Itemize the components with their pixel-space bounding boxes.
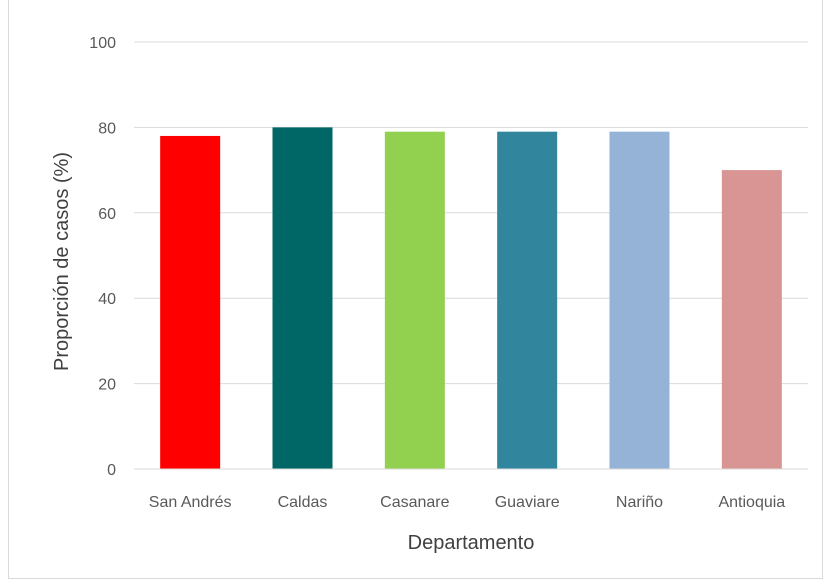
bar xyxy=(721,170,782,469)
bar xyxy=(272,127,333,470)
y-tick-label: 100 xyxy=(89,35,116,52)
x-axis-title: Departamento xyxy=(408,532,535,554)
y-axis-ticks: 0 20 40 60 80 100 xyxy=(89,35,116,479)
bars xyxy=(160,127,782,470)
x-tick-label: Guaviare xyxy=(495,494,560,511)
y-tick-label: 40 xyxy=(98,291,116,308)
gridlines xyxy=(134,41,808,385)
y-axis-title: Proporción de casos (%) xyxy=(51,152,73,371)
y-tick-label: 0 xyxy=(107,462,116,479)
y-tick-label: 60 xyxy=(98,206,116,223)
y-tick-label: 80 xyxy=(98,120,116,137)
bar xyxy=(609,131,670,470)
bar xyxy=(384,131,445,470)
x-tick-label: San Andrés xyxy=(149,494,232,511)
x-tick-label: Nariño xyxy=(616,494,663,511)
x-tick-label: Antioquia xyxy=(718,494,785,511)
bar xyxy=(160,135,221,469)
x-tick-label: Caldas xyxy=(278,494,328,511)
x-tick-label: Casanare xyxy=(380,494,449,511)
x-axis-ticks: San Andrés Caldas Casanare Guaviare Nariño An… xyxy=(149,494,785,511)
bar xyxy=(497,131,558,470)
y-tick-label: 20 xyxy=(98,377,116,394)
